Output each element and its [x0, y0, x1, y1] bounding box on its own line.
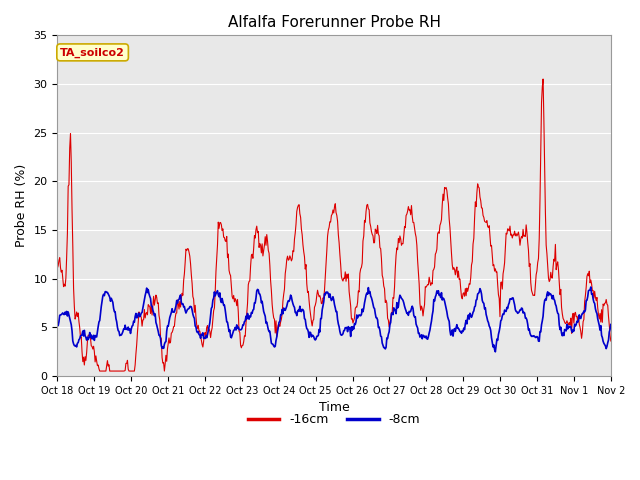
-8cm: [120, 326, 128, 332]
-16cm: [402, 213, 410, 218]
-8cm: [401, 306, 409, 312]
-16cm: [540, 76, 547, 82]
X-axis label: Time: Time: [319, 401, 349, 414]
Legend: -16cm, -8cm: -16cm, -8cm: [243, 408, 425, 431]
-8cm: [418, 332, 426, 338]
Text: TA_soilco2: TA_soilco2: [60, 47, 125, 58]
-8cm: [177, 292, 184, 298]
-16cm: [63, 230, 71, 236]
-16cm: [419, 306, 426, 312]
-8cm: [206, 320, 214, 326]
-8cm: [63, 313, 71, 319]
-8cm: [492, 349, 499, 355]
-8cm: [607, 322, 614, 327]
Title: Alfalfa Forerunner Probe RH: Alfalfa Forerunner Probe RH: [228, 15, 440, 30]
-16cm: [177, 296, 185, 301]
-16cm: [54, 265, 61, 271]
Line: -8cm: -8cm: [58, 287, 611, 352]
-16cm: [207, 335, 214, 340]
-16cm: [607, 338, 614, 344]
Y-axis label: Probe RH (%): Probe RH (%): [15, 164, 28, 247]
-16cm: [96, 368, 104, 374]
-16cm: [122, 368, 129, 373]
-8cm: [54, 323, 61, 328]
-8cm: [587, 284, 595, 290]
Line: -16cm: -16cm: [58, 79, 611, 371]
